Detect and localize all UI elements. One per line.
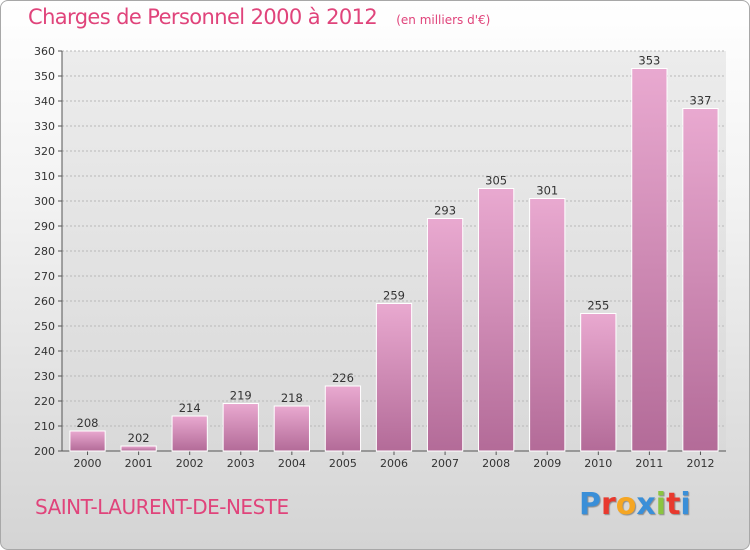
data-label: 301 <box>536 184 558 198</box>
y-tick-label: 350 <box>34 70 55 83</box>
bar <box>682 108 719 452</box>
x-tick-label: 2007 <box>431 457 459 470</box>
y-tick-label: 310 <box>34 170 55 183</box>
x-tick-label: 2004 <box>278 457 306 470</box>
logo-letter: x <box>636 487 656 522</box>
y-tick-label: 340 <box>34 95 55 108</box>
y-tick-label: 220 <box>34 395 55 408</box>
y-tick-label: 260 <box>34 295 55 308</box>
proxiti-logo: Proxiti <box>579 487 691 522</box>
bars <box>69 68 719 452</box>
x-tick-label: 2012 <box>686 457 714 470</box>
bar <box>529 198 566 452</box>
bar <box>171 415 208 452</box>
y-tick-label: 300 <box>34 195 55 208</box>
data-label: 219 <box>230 389 252 403</box>
bar <box>273 405 310 452</box>
y-tick-label: 280 <box>34 245 55 258</box>
chart-title: Charges de Personnel 2000 à 2012 <box>28 5 378 29</box>
x-tick-label: 2009 <box>533 457 561 470</box>
data-label: 305 <box>485 174 507 188</box>
y-tick-label: 320 <box>34 145 55 158</box>
data-label: 218 <box>281 391 303 405</box>
x-tick-label: 2000 <box>74 457 102 470</box>
x-tick-label: 2002 <box>176 457 204 470</box>
y-tick-label: 270 <box>34 270 55 283</box>
x-tick-label: 2006 <box>380 457 408 470</box>
bar <box>426 218 464 452</box>
bar <box>324 385 362 452</box>
bar <box>375 303 413 452</box>
data-labels: 208 202 214 219 218 226 259 293 305 301 255 353 337 <box>77 54 712 446</box>
y-tick-label: 230 <box>34 370 55 383</box>
logo-letter: t <box>666 487 681 522</box>
bar <box>631 68 668 452</box>
y-tick-label: 360 <box>34 45 55 58</box>
x-tick-label: 2008 <box>482 457 510 470</box>
bar <box>478 188 515 452</box>
x-tick-label: 2005 <box>329 457 357 470</box>
x-tick-label: 2010 <box>584 457 612 470</box>
data-label: 214 <box>179 401 201 415</box>
y-tick-label: 250 <box>34 320 55 333</box>
logo-letter: r <box>601 487 616 522</box>
bar <box>580 313 617 452</box>
title-block: Charges de Personnel 2000 à 2012 (en mil… <box>28 5 490 29</box>
logo-letter: o <box>615 487 637 522</box>
logo-letter: P <box>579 487 601 522</box>
bar <box>120 445 157 452</box>
data-label: 226 <box>332 371 354 385</box>
y-tick-label: 330 <box>34 120 55 133</box>
bar <box>222 403 259 452</box>
data-label: 202 <box>128 431 150 445</box>
x-tick-label: 2001 <box>125 457 153 470</box>
y-tick-label: 200 <box>34 445 55 458</box>
x-tick-label: 2003 <box>227 457 255 470</box>
logo-letter: i <box>655 487 667 522</box>
logo-letter: i <box>680 487 691 522</box>
data-label: 259 <box>383 289 405 303</box>
x-tick-label: 2011 <box>635 457 663 470</box>
chart-subtitle: (en milliers d'€) <box>396 13 491 27</box>
y-tick-label: 290 <box>34 220 55 233</box>
bar <box>69 430 106 452</box>
data-label: 353 <box>638 54 660 68</box>
y-tick-label: 240 <box>34 345 55 358</box>
data-label: 208 <box>77 416 99 430</box>
data-label: 255 <box>587 299 609 313</box>
y-tick-label: 210 <box>34 420 55 433</box>
data-label: 293 <box>434 204 456 218</box>
data-label: 337 <box>689 94 711 108</box>
commune-name: SAINT-LAURENT-DE-NESTE <box>35 495 289 519</box>
